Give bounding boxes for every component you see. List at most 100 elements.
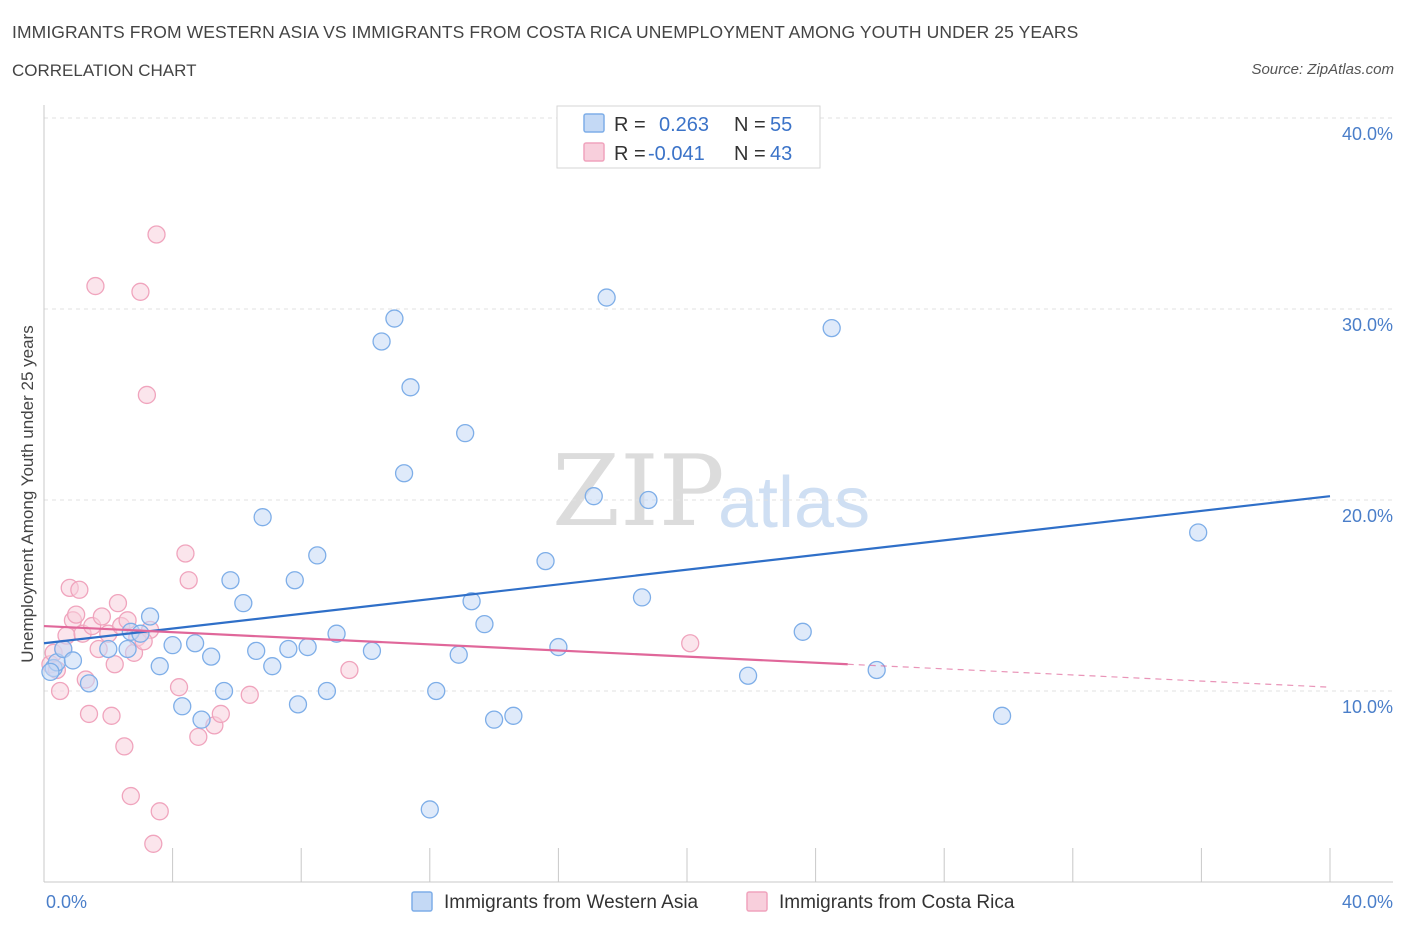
y-tick-label-20: 20.0% — [1342, 506, 1393, 526]
y-tick-label-40: 40.0% — [1342, 124, 1393, 144]
legend-n-value-1: 55 — [770, 114, 792, 136]
y-tick-labels: 10.0% 20.0% 30.0% 40.0% — [1342, 124, 1393, 717]
series-western-asia-points — [41, 288, 1208, 819]
series-legend: Immigrants from Western Asia Immigrants … — [411, 891, 1015, 913]
watermark-zip: ZIP — [552, 435, 725, 549]
data-point-western-asia-22 — [279, 639, 298, 659]
data-point-western-asia-19 — [247, 641, 266, 661]
data-point-costa-rica-12 — [79, 704, 99, 724]
data-point-western-asia-11 — [163, 636, 182, 655]
legend-r-value-1: 0.263 — [659, 114, 709, 136]
data-point-western-asia-48 — [738, 666, 758, 685]
data-point-costa-rica-38 — [240, 685, 259, 704]
data-point-costa-rica-31 — [150, 802, 169, 821]
data-point-western-asia-21 — [263, 657, 282, 676]
y-tick-label-10: 10.0% — [1342, 697, 1393, 717]
legend-n-value-2: 43 — [770, 143, 792, 165]
data-point-costa-rica-18 — [105, 655, 124, 674]
watermark-atlas: atlas — [718, 463, 870, 543]
data-point-western-asia-32 — [394, 464, 414, 483]
data-point-western-asia-33 — [401, 378, 420, 397]
data-point-costa-rica-15 — [92, 607, 112, 626]
data-point-costa-rica-26 — [131, 282, 150, 301]
series-legend-label-western-asia: Immigrants from Western Asia — [444, 892, 699, 913]
data-point-western-asia-17 — [221, 571, 240, 590]
data-point-western-asia-5 — [99, 639, 118, 659]
legend-n-label-1: N = — [734, 114, 766, 136]
data-point-costa-rica-33 — [176, 544, 195, 563]
data-point-western-asia-53 — [1189, 523, 1208, 542]
data-point-western-asia-9 — [140, 607, 160, 626]
data-point-western-asia-47 — [639, 490, 658, 510]
data-point-costa-rica-30 — [147, 225, 166, 244]
data-point-western-asia-44 — [584, 487, 603, 506]
data-point-western-asia-20 — [253, 508, 272, 527]
data-point-western-asia-10 — [150, 657, 169, 676]
data-point-costa-rica-37 — [211, 704, 230, 724]
data-point-western-asia-14 — [192, 710, 211, 729]
data-point-western-asia-18 — [234, 593, 253, 613]
trend-line-costa-rica-extrapolated — [847, 663, 1331, 688]
data-point-western-asia-6 — [118, 639, 137, 659]
trend-lines — [43, 495, 1331, 688]
data-point-western-asia-27 — [317, 681, 337, 701]
data-point-western-asia-38 — [462, 592, 481, 611]
data-point-western-asia-3 — [63, 651, 83, 670]
data-point-western-asia-24 — [288, 695, 308, 714]
series-legend-swatch-western-asia — [411, 891, 433, 912]
data-point-costa-rica-39 — [340, 660, 359, 680]
data-point-costa-rica-17 — [102, 706, 121, 725]
trend-line-costa-rica — [43, 624, 848, 666]
y-tick-label-30: 30.0% — [1342, 315, 1393, 335]
x-tick-marks — [172, 848, 1331, 882]
chart-subtitle: CORRELATION CHART — [12, 61, 197, 80]
data-point-western-asia-35 — [427, 681, 446, 701]
data-point-western-asia-43 — [549, 637, 568, 657]
legend-n-label-2: N = — [734, 143, 766, 165]
data-point-costa-rica-9 — [70, 580, 89, 599]
chart-title: IMMIGRANTS FROM WESTERN ASIA VS IMMIGRAN… — [12, 22, 1079, 42]
data-point-western-asia-4 — [79, 674, 99, 693]
data-point-western-asia-26 — [308, 546, 327, 565]
series-legend-label-costa-rica: Immigrants from Costa Rica — [779, 892, 1015, 913]
data-point-western-asia-49 — [793, 622, 812, 641]
data-point-western-asia-23 — [285, 571, 304, 590]
data-point-western-asia-51 — [867, 660, 886, 680]
data-point-western-asia-45 — [597, 288, 616, 307]
data-point-costa-rica-27 — [137, 385, 157, 405]
data-point-costa-rica-32 — [169, 678, 189, 697]
data-point-western-asia-41 — [504, 706, 523, 725]
x-tick-labels: 0.0% 40.0% — [46, 892, 1393, 912]
data-point-western-asia-30 — [372, 332, 391, 351]
data-point-western-asia-39 — [475, 615, 494, 634]
data-point-costa-rica-21 — [115, 737, 134, 756]
axes — [43, 105, 1393, 883]
data-point-western-asia-34 — [420, 800, 439, 819]
data-point-western-asia-52 — [992, 706, 1012, 725]
data-point-western-asia-31 — [385, 309, 404, 328]
data-point-western-asia-37 — [456, 423, 475, 443]
legend-r-label-1: R = — [614, 114, 646, 136]
correlation-legend: R = 0.263 N = 55 R = -0.041 N = 43 — [556, 105, 821, 169]
data-point-western-asia-16 — [214, 681, 234, 701]
data-point-western-asia-28 — [327, 624, 346, 643]
data-point-western-asia-13 — [185, 634, 205, 653]
data-point-costa-rica-29 — [144, 834, 163, 853]
data-point-western-asia-54 — [41, 662, 60, 682]
data-point-western-asia-42 — [536, 551, 555, 571]
legend-swatch-costa-rica — [583, 142, 605, 162]
data-point-costa-rica-19 — [108, 593, 128, 613]
data-point-western-asia-29 — [362, 641, 382, 661]
data-point-western-asia-36 — [449, 645, 468, 664]
data-point-western-asia-50 — [822, 318, 841, 338]
data-point-costa-rica-8 — [67, 605, 86, 624]
data-point-western-asia-40 — [484, 710, 504, 729]
data-point-costa-rica-14 — [86, 276, 105, 296]
x-tick-label-min: 0.0% — [46, 892, 87, 912]
legend-swatch-western-asia — [583, 113, 605, 133]
x-tick-label-max: 40.0% — [1342, 892, 1393, 912]
trend-line-western-asia — [43, 495, 1331, 645]
data-point-costa-rica-35 — [189, 727, 208, 746]
data-point-costa-rica-23 — [121, 786, 140, 806]
